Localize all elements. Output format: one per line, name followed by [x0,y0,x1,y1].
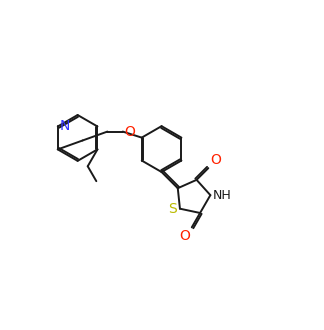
Text: S: S [168,202,177,216]
Text: O: O [179,229,191,243]
Text: NH: NH [213,189,232,202]
Text: O: O [124,124,135,139]
Text: N: N [60,119,70,133]
Text: O: O [210,153,221,168]
